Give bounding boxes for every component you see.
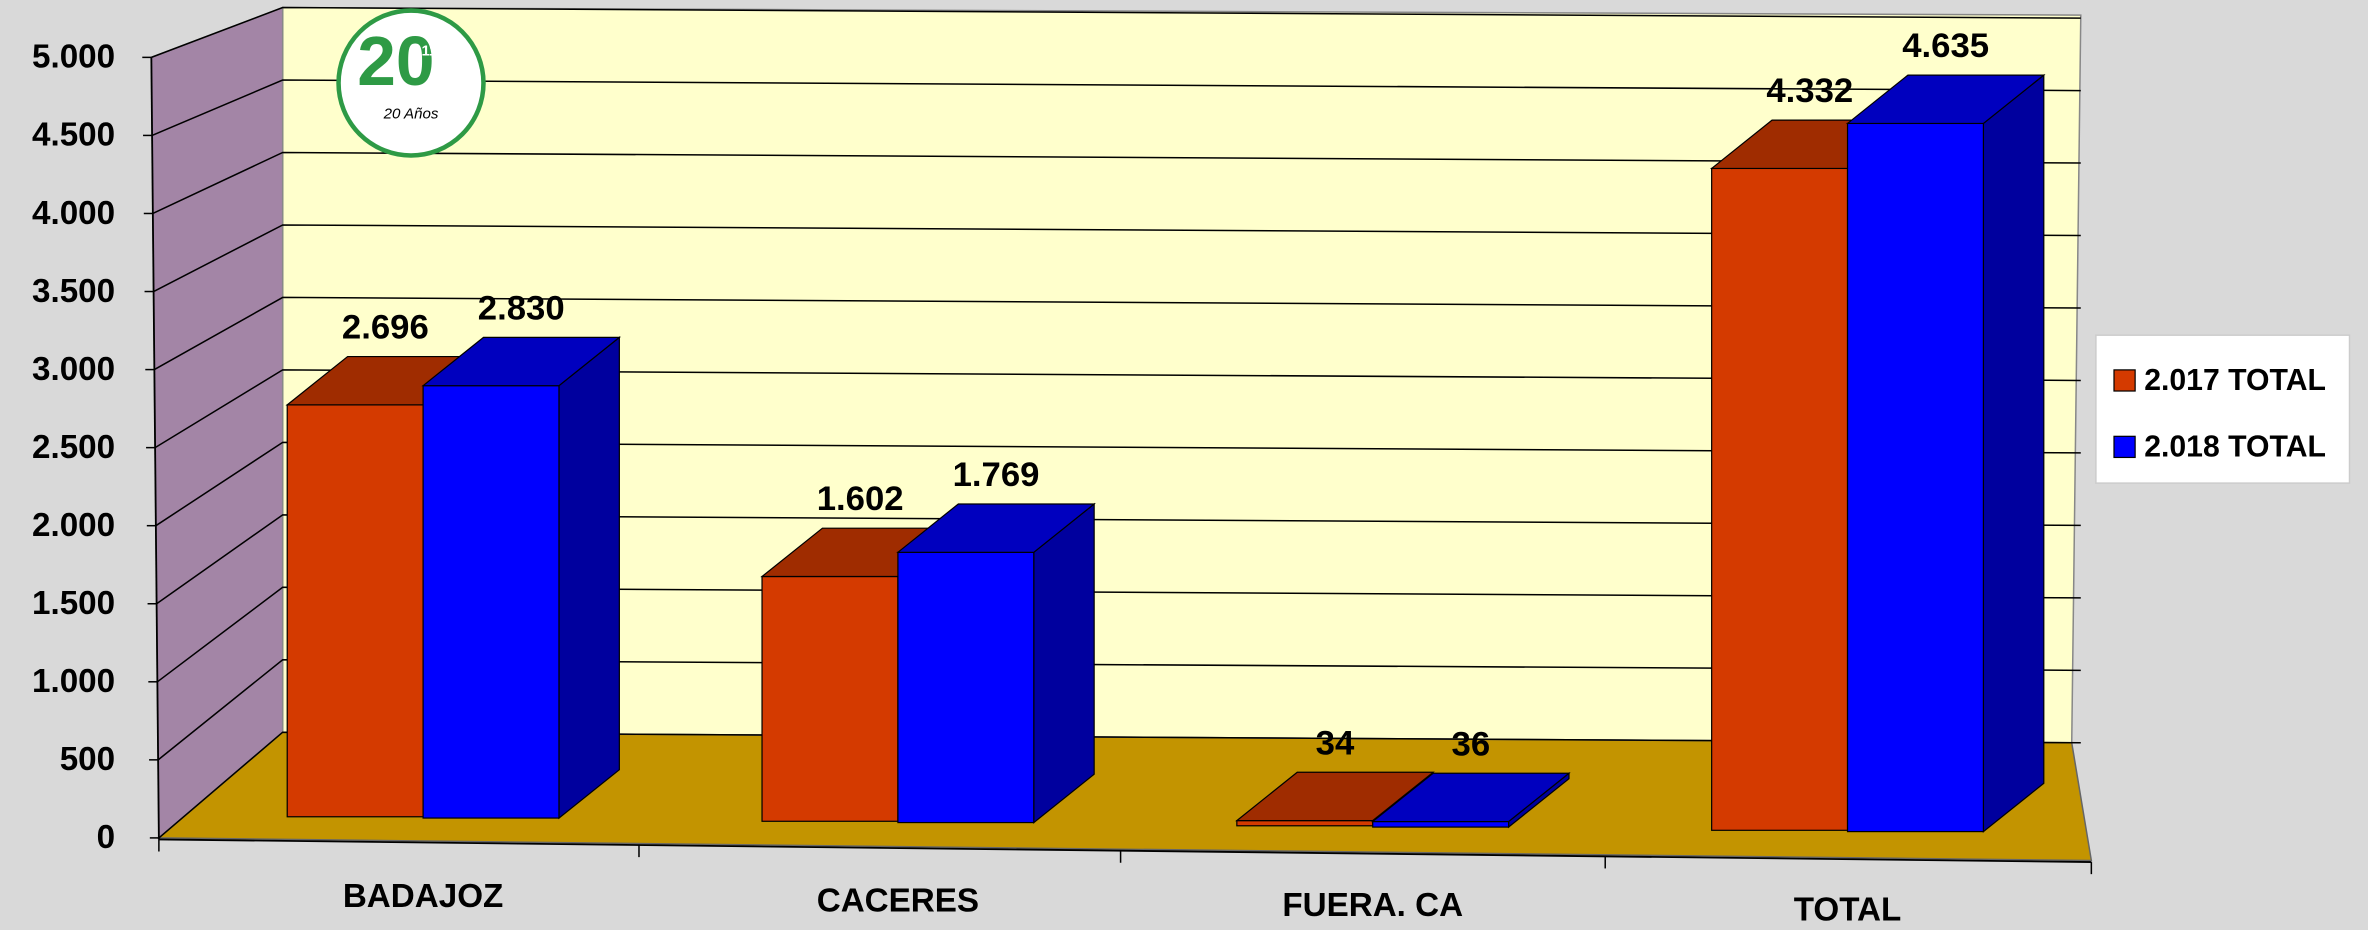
y-axis: [150, 57, 160, 840]
x-tick-label: FUERA. CA: [1282, 887, 1463, 924]
bar-side: [558, 336, 620, 820]
value-label: 36: [1452, 725, 1491, 763]
logo: 20 112 20 Años: [336, 8, 486, 158]
bar-top: [421, 336, 622, 387]
y-tick-label: 500: [60, 741, 115, 778]
value-label: 4.635: [1902, 27, 1989, 65]
bar-top: [896, 503, 1096, 553]
value-label: 4.332: [1766, 72, 1853, 110]
bar: [286, 404, 424, 818]
x-tick-label: BADAJOZ: [343, 878, 504, 915]
y-tick-label: 1.000: [32, 663, 115, 700]
grid-line: [151, 79, 2081, 137]
grid-line: [158, 731, 2081, 839]
value-label: 1.602: [817, 480, 904, 518]
y-tick-label: 3.500: [32, 273, 115, 310]
grid-line: [156, 586, 2081, 683]
y-tick-label: 4.500: [32, 117, 115, 154]
legend-label: 2.017 TOTAL: [2144, 364, 2326, 397]
grid-line: [153, 224, 2081, 293]
legend-box: [2095, 334, 2351, 484]
grid-line: [151, 6, 2081, 59]
grid: 0 500 1.000 1.500 2.000 2.500 3.000 3.500 4.000 4…: [32, 6, 2093, 875]
y-tick-label: 2.500: [32, 429, 115, 466]
y-tick-label: 0: [97, 819, 115, 856]
x-axis: [158, 838, 2092, 863]
logo-badge: 112: [421, 42, 445, 59]
logo-number: 20: [357, 22, 434, 100]
bar-top: [1845, 74, 2046, 125]
bar-side: [1982, 73, 2045, 833]
bar-top: [1235, 771, 1435, 822]
value-label: 2.830: [478, 289, 565, 327]
grid-line: [155, 441, 2081, 527]
bars: BADAJOZ 2.696 2.830 CACERES 1.602 1.769 FUERA.…: [285, 27, 2046, 929]
bar-side: [1033, 502, 1095, 824]
y-tick-label: 1.500: [32, 585, 115, 622]
grid-line: [156, 514, 2081, 605]
grid-line: [157, 659, 2081, 761]
bar: [422, 385, 560, 819]
grid-line: [154, 369, 2081, 449]
value-label: 2.696: [342, 309, 429, 347]
bar: [1846, 122, 1985, 833]
y-tick-label: 2.000: [32, 507, 115, 544]
grid-line: [153, 296, 2081, 371]
bar: [1711, 167, 1849, 831]
y-tick-label: 4.000: [32, 195, 115, 232]
logo-caption: 20 Años: [383, 106, 439, 123]
bar: [1372, 820, 1510, 828]
bar-top: [1370, 772, 1571, 823]
legend: 2.017 TOTAL 2.018 TOTAL: [2095, 334, 2351, 484]
legend-swatch: [2113, 369, 2136, 392]
x-tick-label: CACERES: [817, 883, 979, 920]
y-tick-label: 5.000: [32, 39, 115, 76]
bar: [897, 551, 1035, 824]
y-tick-label: 3.000: [32, 351, 115, 388]
legend-swatch: [2113, 435, 2136, 459]
value-label: 34: [1316, 724, 1355, 762]
x-tick-label: TOTAL: [1794, 892, 1902, 929]
logo-circle: [336, 8, 486, 158]
value-label: 1.769: [953, 456, 1040, 494]
legend-label: 2.018 TOTAL: [2144, 430, 2326, 463]
bar: [761, 575, 899, 822]
bar: [1236, 819, 1374, 827]
grid-line: [152, 151, 2081, 215]
